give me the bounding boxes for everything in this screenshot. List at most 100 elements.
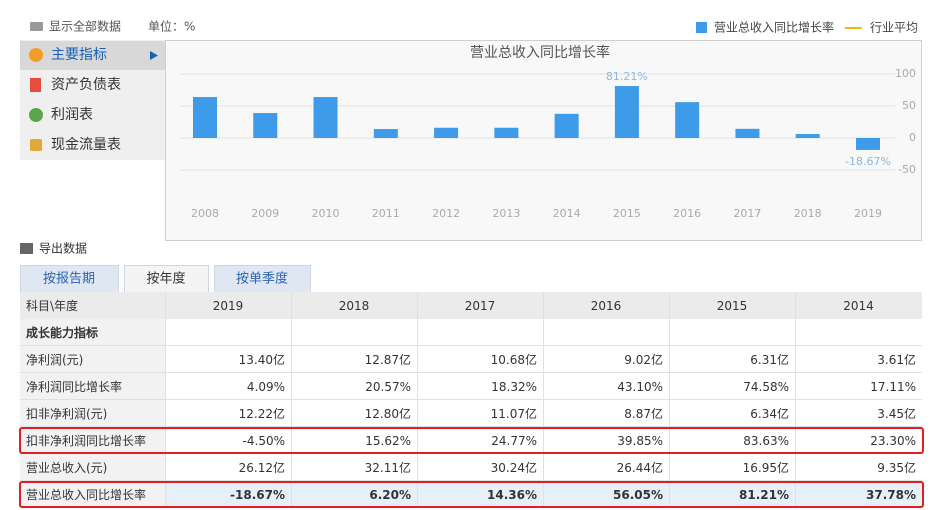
x-tick-label: 2010: [312, 207, 340, 220]
y-tick-label: -50: [898, 163, 916, 176]
cell: 11.07亿: [491, 406, 537, 421]
y-tick-label: 50: [902, 99, 916, 112]
bar: [373, 129, 398, 138]
cell: 12.22亿: [239, 406, 285, 421]
cell: -18.67%: [230, 488, 285, 502]
x-tick-label: 2012: [432, 207, 460, 220]
cell: 6.31亿: [750, 352, 789, 367]
x-tick-label: 2019: [854, 207, 882, 220]
x-tick-label: 2015: [613, 207, 641, 220]
cell: 3.45亿: [877, 406, 916, 421]
comment-icon: [30, 22, 43, 31]
toggle-all[interactable]: 显示全部数据: [49, 19, 121, 34]
column-header: 2014: [843, 299, 874, 313]
menu-selected: [20, 41, 165, 70]
row-label: 营业总收入(元): [26, 461, 107, 475]
tab-label[interactable]: 按单季度: [236, 271, 288, 287]
unit-label: 单位：%: [148, 19, 195, 34]
cell: 12.87亿: [365, 352, 411, 367]
cell: 56.05%: [613, 488, 663, 502]
highlight-box: [19, 481, 924, 508]
bar: [253, 113, 278, 138]
menu-item[interactable]: 现金流量表: [51, 137, 121, 153]
column-header: 2016: [591, 299, 622, 313]
row-label: 营业总收入同比增长率: [26, 487, 146, 502]
bar: [313, 97, 338, 138]
row-label-cell: [20, 400, 165, 427]
x-tick-label: 2008: [191, 207, 219, 220]
cell: 26.44亿: [617, 460, 663, 475]
x-tick-label: 2014: [553, 207, 581, 220]
menu-arrow: [150, 51, 158, 60]
chart-title: 营业总收入同比增长率: [470, 44, 610, 61]
x-tick-label: 2017: [733, 207, 761, 220]
highlight-box: [19, 427, 924, 454]
bar: [855, 138, 880, 150]
cell: 43.10%: [617, 380, 663, 394]
menu-icon: [30, 139, 42, 151]
x-tick-label: 2009: [251, 207, 279, 220]
menu-item[interactable]: 主要指标: [51, 47, 107, 63]
cell: 23.30%: [870, 434, 916, 448]
column-header: 科目\年度: [26, 298, 78, 313]
cell: 9.02亿: [624, 352, 663, 367]
cell: 8.87亿: [624, 406, 663, 421]
legend-swatch: [696, 22, 707, 33]
cell: 6.34亿: [750, 406, 789, 421]
bar: [193, 97, 217, 138]
cell: 83.63%: [743, 434, 789, 448]
y-tick-label: 100: [895, 67, 916, 80]
cell: 9.35亿: [877, 460, 916, 475]
cell: 37.78%: [866, 488, 916, 502]
cell: 32.11亿: [365, 460, 411, 475]
cell: 14.36%: [487, 488, 537, 502]
cell: 18.32%: [491, 380, 537, 394]
row-label-cell: [20, 454, 165, 481]
column-header: 2017: [465, 299, 496, 313]
cell: 74.58%: [743, 380, 789, 394]
cell: 10.68亿: [491, 352, 537, 367]
bar: [614, 86, 639, 138]
menu-icon: [30, 78, 41, 92]
cell: -4.50%: [243, 434, 285, 448]
bar: [494, 127, 519, 138]
row-label: 扣非净利润(元): [26, 407, 107, 421]
cell: 13.40亿: [239, 352, 285, 367]
x-tick-label: 2011: [372, 207, 400, 220]
cell: 17.11%: [870, 380, 916, 394]
cell: 26.12亿: [239, 460, 285, 475]
tab-label[interactable]: 按年度: [146, 271, 185, 287]
cell: 4.09%: [247, 380, 285, 394]
menu-item[interactable]: 资产负债表: [51, 77, 121, 93]
column-header: 2018: [339, 299, 370, 313]
x-tick-label: 2013: [492, 207, 520, 220]
row-label-cell: [20, 319, 165, 346]
bar: [675, 102, 700, 138]
legend-label: 行业平均: [870, 21, 918, 35]
row-label-cell: [20, 373, 165, 400]
row-label-cell: [20, 427, 165, 454]
row-label: 净利润同比增长率: [26, 379, 122, 394]
cell: 16.95亿: [743, 460, 789, 475]
row-label: 扣非净利润同比增长率: [26, 433, 146, 448]
export-icon[interactable]: [20, 243, 33, 254]
x-tick-label: 2018: [794, 207, 822, 220]
cell: 30.24亿: [491, 460, 537, 475]
export-link[interactable]: 导出数据: [39, 241, 87, 256]
column-header: 2019: [213, 299, 244, 313]
cell: 3.61亿: [877, 352, 916, 367]
cell: 15.62%: [365, 434, 411, 448]
tab[interactable]: [124, 265, 209, 293]
cell: 39.85%: [617, 434, 663, 448]
legend-label: 营业总收入同比增长率: [714, 20, 834, 35]
bar: [795, 134, 820, 138]
tab-label[interactable]: 按报告期: [43, 272, 95, 287]
tab[interactable]: [20, 265, 119, 293]
cell: 24.77%: [491, 434, 537, 448]
tab[interactable]: [214, 265, 311, 293]
cell: 81.21%: [739, 488, 789, 502]
row-label-cell: [20, 346, 165, 373]
menu-item[interactable]: 利润表: [51, 107, 93, 123]
